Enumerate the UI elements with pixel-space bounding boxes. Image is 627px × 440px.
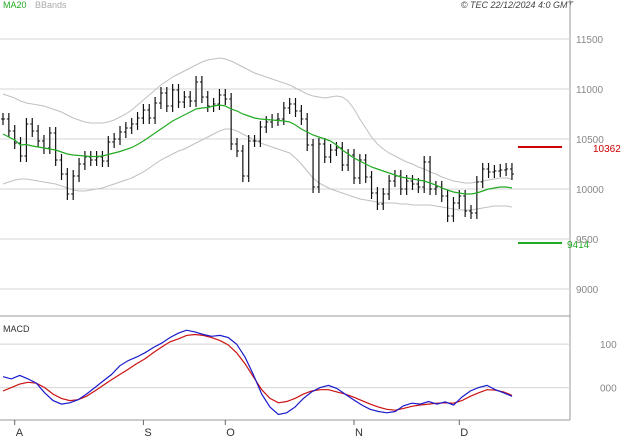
x-tick-label: S [144, 427, 151, 439]
x-tick-label: A [16, 427, 24, 439]
price-y-tick: 10000 [576, 185, 604, 196]
support-level-label: 9414 [567, 240, 590, 251]
chart-legend: MA20 BBands [3, 0, 67, 10]
price-gridlines [0, 0, 571, 421]
x-tick-label: O [226, 427, 235, 439]
macd-y-tick: 000 [600, 384, 617, 395]
resistance-level-label: 10362 [593, 144, 621, 155]
price-y-tick: 9500 [576, 235, 599, 246]
bband-upper-line [2, 57, 512, 184]
bband-lower-line [2, 128, 512, 211]
macd-title: MACD [3, 324, 30, 334]
macd-y-tick: 100 [600, 340, 617, 351]
price-y-axis: 11500 11000 10500 10000 9500 9000 [576, 35, 604, 296]
x-tick-label: D [460, 427, 468, 439]
bollinger-bands [2, 57, 512, 211]
ma20-line [2, 104, 513, 195]
price-y-tick: 9000 [576, 285, 599, 296]
price-bars [1, 76, 514, 222]
price-y-tick: 11500 [576, 35, 604, 46]
copyright-label: © TEC 22/12/2024 4:0 GMT [460, 0, 573, 10]
price-y-tick: 10500 [576, 135, 604, 146]
x-tick-label: N [355, 427, 363, 439]
macd-line [2, 329, 513, 416]
macd-panel: MACD 100 000 [0, 324, 617, 416]
key-levels: 10362 9414 [518, 144, 621, 251]
legend-ma20: MA20 [3, 0, 27, 10]
ma20-path [2, 104, 513, 195]
price-y-tick: 11000 [576, 85, 604, 96]
legend-bbands: BBands [35, 0, 67, 10]
